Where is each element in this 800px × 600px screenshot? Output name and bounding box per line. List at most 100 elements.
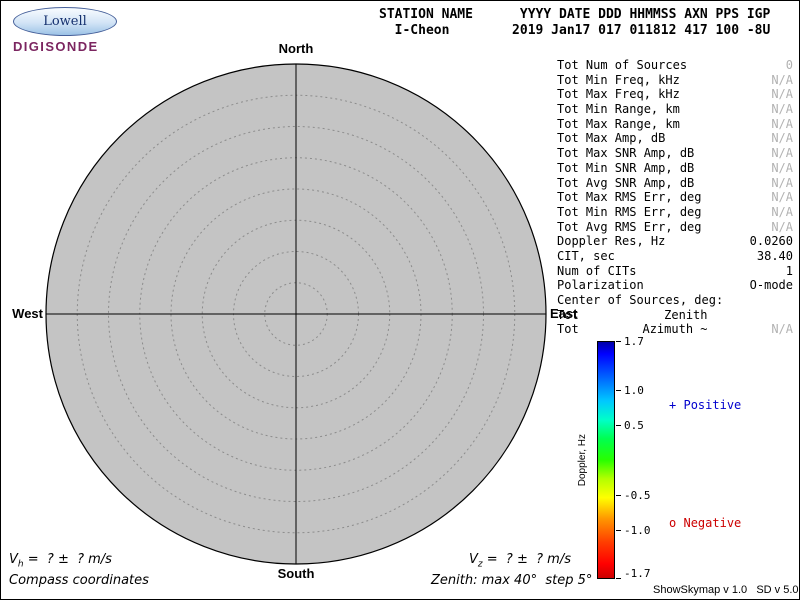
stats-row: Tot Min Freq, kHz N/A bbox=[557, 73, 793, 88]
colorbar-tick-mark bbox=[616, 530, 621, 531]
colorbar-tick-label: 1.0 bbox=[624, 384, 644, 397]
stats-row: Doppler Res, Hz 0.0260 bbox=[557, 234, 793, 249]
stats-row-mid bbox=[644, 278, 750, 293]
stats-row-label: Polarization bbox=[557, 278, 644, 293]
colorbar-tick-mark bbox=[616, 341, 621, 342]
stats-row-label: Tot Avg SNR Amp, dB bbox=[557, 175, 695, 190]
vh-readout: Vh = ? ± ? m/s bbox=[9, 552, 112, 570]
stats-row: Tot Zenith bbox=[557, 308, 793, 323]
stats-row-mid bbox=[665, 131, 771, 146]
vh-subscript: h bbox=[17, 559, 24, 570]
stats-row: Tot Num of Sources 0 bbox=[557, 58, 793, 73]
stats-row-mid bbox=[723, 293, 793, 308]
stats-row-label: Tot Avg RMS Err, deg bbox=[557, 219, 702, 234]
colorbar-axis-label: Doppler, Hz bbox=[577, 341, 588, 579]
stats-row-mid bbox=[702, 190, 772, 205]
stats-row-value: N/A bbox=[771, 131, 793, 146]
negative-marker-icon: o bbox=[669, 516, 677, 530]
stats-row-value: N/A bbox=[771, 160, 793, 175]
stats-row-mid bbox=[680, 73, 771, 88]
stats-row-value: N/A bbox=[771, 219, 793, 234]
vz-symbol: V bbox=[469, 552, 478, 567]
legend-positive: + Positive bbox=[669, 398, 741, 412]
stats-row-label: Tot Max RMS Err, deg bbox=[557, 190, 702, 205]
stats-row-value: N/A bbox=[771, 72, 793, 87]
stats-row: Tot Max Range, km N/A bbox=[557, 117, 793, 132]
stats-panel: Tot Num of Sources 0 Tot Min Freq, kHz N/A T… bbox=[557, 58, 793, 337]
stats-row-label: Tot Max SNR Amp, dB bbox=[557, 146, 695, 161]
stats-row-label: Tot bbox=[557, 322, 579, 337]
stats-row-mid: Azimuth ~ bbox=[642, 322, 708, 337]
zenith-scale-note: Zenith: max 40° step 5° bbox=[431, 573, 593, 588]
stats-row-label: Tot Max Amp, dB bbox=[557, 131, 666, 146]
station-header-line2: I-Cheon 2019 Jan17 017 011812 417 100 -8… bbox=[379, 22, 771, 38]
coordinates-note: Compass coordinates bbox=[9, 573, 149, 588]
version-text: ShowSkymap v 1.0 SD v 5.0 bbox=[653, 584, 799, 596]
stats-row: Tot Max Freq, kHz N/A bbox=[557, 87, 793, 102]
colorbar-tick-label: -1.0 bbox=[624, 524, 651, 537]
stats-row-mid bbox=[615, 249, 757, 264]
legend-negative: o Negative bbox=[669, 516, 741, 530]
stats-row: Tot Max SNR Amp, dB N/A bbox=[557, 146, 793, 161]
stats-row-label: Tot Num of Sources bbox=[557, 58, 688, 72]
vz-subscript: z bbox=[477, 559, 483, 570]
stats-row-value: N/A bbox=[771, 204, 793, 219]
legend-negative-label: Negative bbox=[683, 516, 742, 530]
stats-row: Tot Min RMS Err, deg N/A bbox=[557, 205, 793, 220]
station-header-line1: STATION NAME YYYY DATE DDD HHMMSS AXN PP… bbox=[379, 7, 771, 22]
vz-value: = ? ± ? m/s bbox=[482, 552, 571, 567]
stats-row-value: N/A bbox=[771, 87, 793, 102]
stats-row-value: N/A bbox=[771, 190, 793, 205]
stats-row: Tot Max Amp, dB N/A bbox=[557, 131, 793, 146]
stats-row-mid bbox=[702, 220, 772, 235]
stats-row: Tot Min SNR Amp, dB N/A bbox=[557, 161, 793, 176]
stats-row-value: O-mode bbox=[749, 278, 793, 293]
colorbar-axis-label-text: Doppler, Hz bbox=[577, 433, 588, 487]
compass-label-west: West bbox=[12, 306, 43, 321]
stats-row-label: Tot Min RMS Err, deg bbox=[557, 204, 702, 219]
stats-row-label: Center of Sources, deg: bbox=[557, 293, 724, 307]
skymap-svg bbox=[45, 63, 547, 565]
stats-row-mid bbox=[665, 234, 749, 249]
colorbar-tick-label: -1.7 bbox=[624, 567, 651, 580]
stats-row-mid bbox=[694, 146, 771, 161]
stats-row-label: Tot Min Range, km bbox=[557, 102, 680, 117]
colorbar-tick-label: 1.7 bbox=[624, 335, 644, 348]
stats-row: Num of CITs 1 bbox=[557, 264, 793, 279]
compass-label-south: South bbox=[277, 566, 315, 581]
legend-positive-label: Positive bbox=[683, 398, 742, 412]
colorbar-gradient bbox=[597, 341, 615, 579]
stats-row-mid bbox=[636, 264, 785, 279]
stats-row-label: Tot Max Range, km bbox=[557, 116, 680, 131]
positive-marker-icon: + bbox=[669, 398, 677, 412]
stats-row-value: N/A bbox=[771, 102, 793, 117]
colorbar-tick-mark bbox=[616, 578, 621, 579]
stats-row-mid bbox=[680, 117, 771, 132]
stats-row-label: Tot bbox=[557, 307, 579, 322]
stats-row: CIT, sec 38.40 bbox=[557, 249, 793, 264]
lowell-logo-text: Lowell bbox=[43, 14, 87, 29]
compass-label-east: East bbox=[550, 306, 578, 321]
stats-row-mid bbox=[702, 205, 772, 220]
vh-value: = ? ± ? m/s bbox=[23, 552, 112, 567]
stats-row: Tot Avg RMS Err, deg N/A bbox=[557, 220, 793, 235]
stats-row-label: Tot Min SNR Amp, dB bbox=[557, 160, 695, 175]
station-header: STATION NAME YYYY DATE DDD HHMMSS AXN PP… bbox=[379, 7, 770, 38]
stats-row-label: Tot Max Freq, kHz bbox=[557, 87, 680, 102]
stats-row-label: Tot Min Freq, kHz bbox=[557, 72, 680, 87]
vh-symbol: V bbox=[9, 552, 18, 567]
digisonde-wordmark: DIGISONDE bbox=[13, 39, 99, 54]
colorbar-tick-mark bbox=[616, 390, 621, 391]
stats-row-value: 0 bbox=[785, 58, 793, 72]
lowell-logo-oval: Lowell bbox=[13, 7, 117, 36]
stats-row-mid bbox=[687, 58, 786, 73]
stats-row: Tot Avg SNR Amp, dB N/A bbox=[557, 176, 793, 191]
vz-readout: Vz = ? ± ? m/s bbox=[469, 552, 571, 570]
stats-row-value: N/A bbox=[771, 175, 793, 190]
stats-row-mid bbox=[680, 102, 771, 117]
colorbar-tick-label: -0.5 bbox=[624, 489, 651, 502]
stats-row: Center of Sources, deg: bbox=[557, 293, 793, 308]
stats-row: Tot Azimuth ~ N/A bbox=[557, 322, 793, 337]
compass-label-north: North bbox=[278, 41, 314, 56]
